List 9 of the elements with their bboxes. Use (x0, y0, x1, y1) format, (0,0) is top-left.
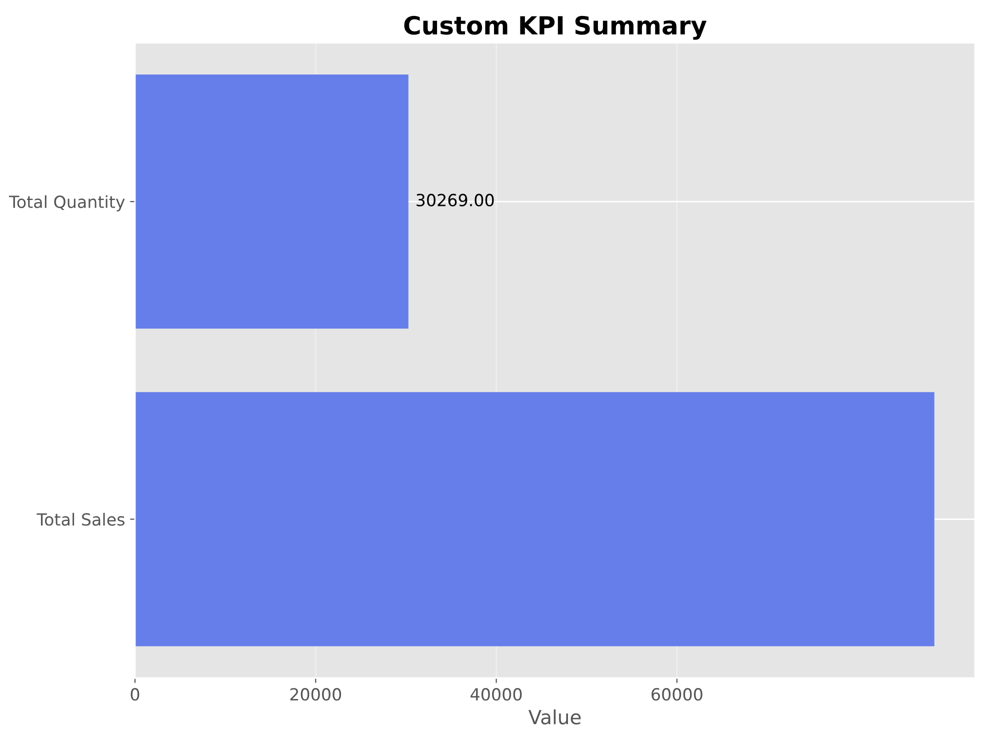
x-tick-label: 40000 (470, 688, 522, 701)
x-axis-title: Value (528, 709, 581, 724)
x-tick-label: 60000 (652, 688, 702, 701)
y-tick-label: Total Quantity (8, 195, 125, 212)
x-tick-label: 20000 (290, 688, 342, 701)
chart-title: Custom KPI Summary (404, 16, 707, 40)
x-tick-label: 0 (130, 688, 140, 701)
data-label: 30269.00 (416, 194, 494, 206)
y-tick-label: Total Sales (36, 512, 124, 526)
